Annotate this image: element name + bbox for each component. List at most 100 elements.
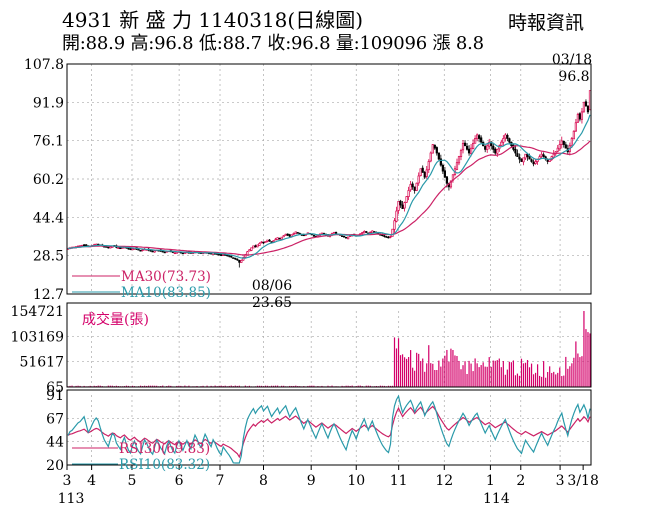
volume-bar <box>549 366 551 387</box>
candle-body <box>399 200 402 206</box>
candle-body <box>391 228 394 237</box>
volume-bar <box>442 358 444 387</box>
ohlc-summary: 開:88.9 高:96.8 低:88.7 收:96.8 量:109096 漲 8… <box>62 33 484 54</box>
volume-bar <box>274 385 277 387</box>
low-date-annotation: 08/06 <box>252 278 292 294</box>
volume-bar <box>109 385 111 387</box>
volume-bar <box>293 385 295 387</box>
volume-bar <box>502 361 504 387</box>
volume-bar <box>222 385 224 387</box>
month-label: 3/18 <box>567 473 598 489</box>
candle-body <box>373 231 376 233</box>
month-label: 1 <box>486 473 495 489</box>
price-tick-label: 107.8 <box>24 57 64 73</box>
candle-body <box>471 142 475 149</box>
volume-bar <box>522 363 525 387</box>
candle-body <box>586 105 590 113</box>
volume-bar <box>474 358 476 387</box>
candle-body <box>365 231 368 233</box>
volume-bar <box>422 358 424 387</box>
candle-body <box>282 235 285 238</box>
candle-body <box>131 248 134 251</box>
volume-bar <box>514 375 517 387</box>
candle-body <box>294 231 297 235</box>
rsi-tick-label: 91 <box>46 388 64 404</box>
volume-bar <box>432 363 434 387</box>
volume-bar <box>295 385 297 387</box>
volume-bar <box>146 385 148 387</box>
volume-bar <box>583 311 585 387</box>
year-label: 114 <box>483 491 510 507</box>
volume-bar <box>224 385 226 387</box>
candle-body <box>334 232 338 234</box>
volume-bar <box>496 360 498 387</box>
rsi10-line <box>67 394 591 464</box>
candle-body <box>580 111 584 120</box>
candle-body <box>572 130 575 140</box>
candle-body <box>389 236 392 238</box>
candle-body <box>230 255 233 258</box>
volume-bar <box>555 374 557 387</box>
candle-body <box>518 156 521 160</box>
candle-body <box>383 235 386 237</box>
volume-bar <box>202 385 204 387</box>
candle-body <box>534 161 537 164</box>
last-date-annotation: 03/18 <box>552 52 592 68</box>
volume-bar <box>351 385 353 387</box>
candle-body <box>469 147 473 154</box>
candle-body <box>312 235 315 237</box>
volume-bar <box>498 358 500 387</box>
candle-body <box>264 241 267 243</box>
candle-body <box>562 140 565 145</box>
volume-bar <box>462 365 464 387</box>
volume-bar <box>206 385 208 387</box>
candle-body <box>254 245 257 248</box>
ma10-line <box>67 114 591 259</box>
candle-body <box>431 144 434 154</box>
month-label: 10 <box>347 473 365 489</box>
volume-bar <box>93 385 95 387</box>
volume-bar <box>405 358 408 387</box>
volume-bar <box>426 363 428 387</box>
candle-body <box>494 148 497 154</box>
volume-bar <box>420 360 422 387</box>
volume-bar <box>220 385 222 387</box>
volume-bar <box>565 356 567 387</box>
candle-body <box>433 144 436 149</box>
candle-body <box>516 153 519 157</box>
volume-bar <box>264 385 267 387</box>
volume-bar <box>375 385 377 387</box>
price-tick-label: 28.5 <box>33 249 64 265</box>
candle-body <box>508 138 511 143</box>
candle-body <box>107 246 110 249</box>
volume-bar <box>446 349 448 387</box>
volume-bar <box>416 352 418 387</box>
volume-bar <box>277 385 279 387</box>
candle-body <box>530 159 533 162</box>
ma30-legend-label: MA30(73.73) <box>121 269 211 285</box>
month-label: 6 <box>175 473 184 489</box>
panel-border <box>66 302 592 388</box>
volume-bar <box>486 366 488 387</box>
candle-body <box>153 250 156 253</box>
volume-bar <box>168 385 170 387</box>
volume-bar <box>571 363 573 387</box>
price-tick-label: 12.7 <box>33 287 64 303</box>
volume-bar <box>448 361 450 387</box>
candle-body <box>520 158 523 162</box>
volume-bar <box>500 367 502 387</box>
volume-bar <box>478 367 480 387</box>
candle-body <box>463 142 467 147</box>
candle-body <box>435 147 438 154</box>
candle-body <box>449 180 453 188</box>
volume-bar <box>532 374 535 387</box>
volume-bar <box>148 385 150 387</box>
volume-bar <box>414 370 416 387</box>
candle-body <box>345 236 348 239</box>
candle-body <box>361 232 364 234</box>
volume-bar <box>349 385 351 387</box>
volume-bar <box>553 371 555 387</box>
candle-body <box>445 176 449 184</box>
candle-body <box>173 252 176 255</box>
volume-bar <box>99 385 101 387</box>
